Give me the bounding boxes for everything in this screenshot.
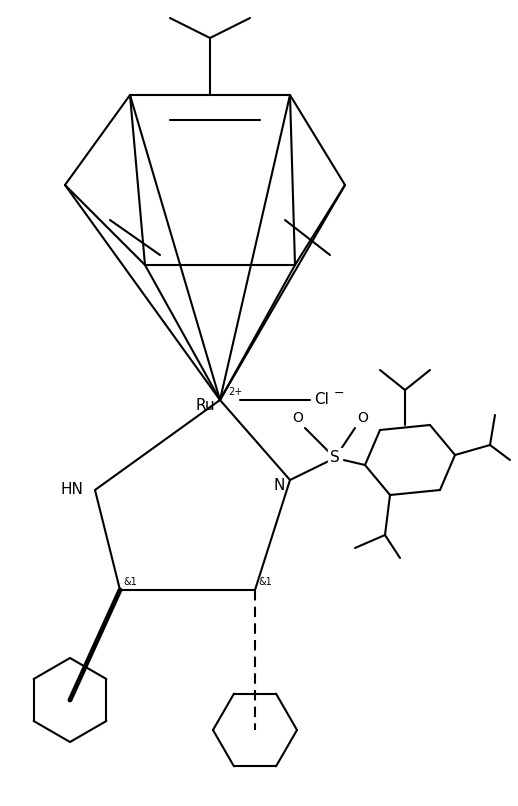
Text: 2+: 2+ [228, 387, 242, 397]
Text: &1: &1 [123, 577, 137, 587]
Text: −: − [334, 387, 344, 400]
Text: S: S [330, 451, 340, 466]
Text: N: N [274, 477, 285, 492]
Text: Ru: Ru [195, 397, 215, 413]
Text: HN: HN [60, 483, 83, 497]
Text: &1: &1 [258, 577, 272, 587]
Text: Cl: Cl [314, 393, 329, 408]
Text: O: O [292, 411, 303, 425]
Text: O: O [357, 411, 368, 425]
